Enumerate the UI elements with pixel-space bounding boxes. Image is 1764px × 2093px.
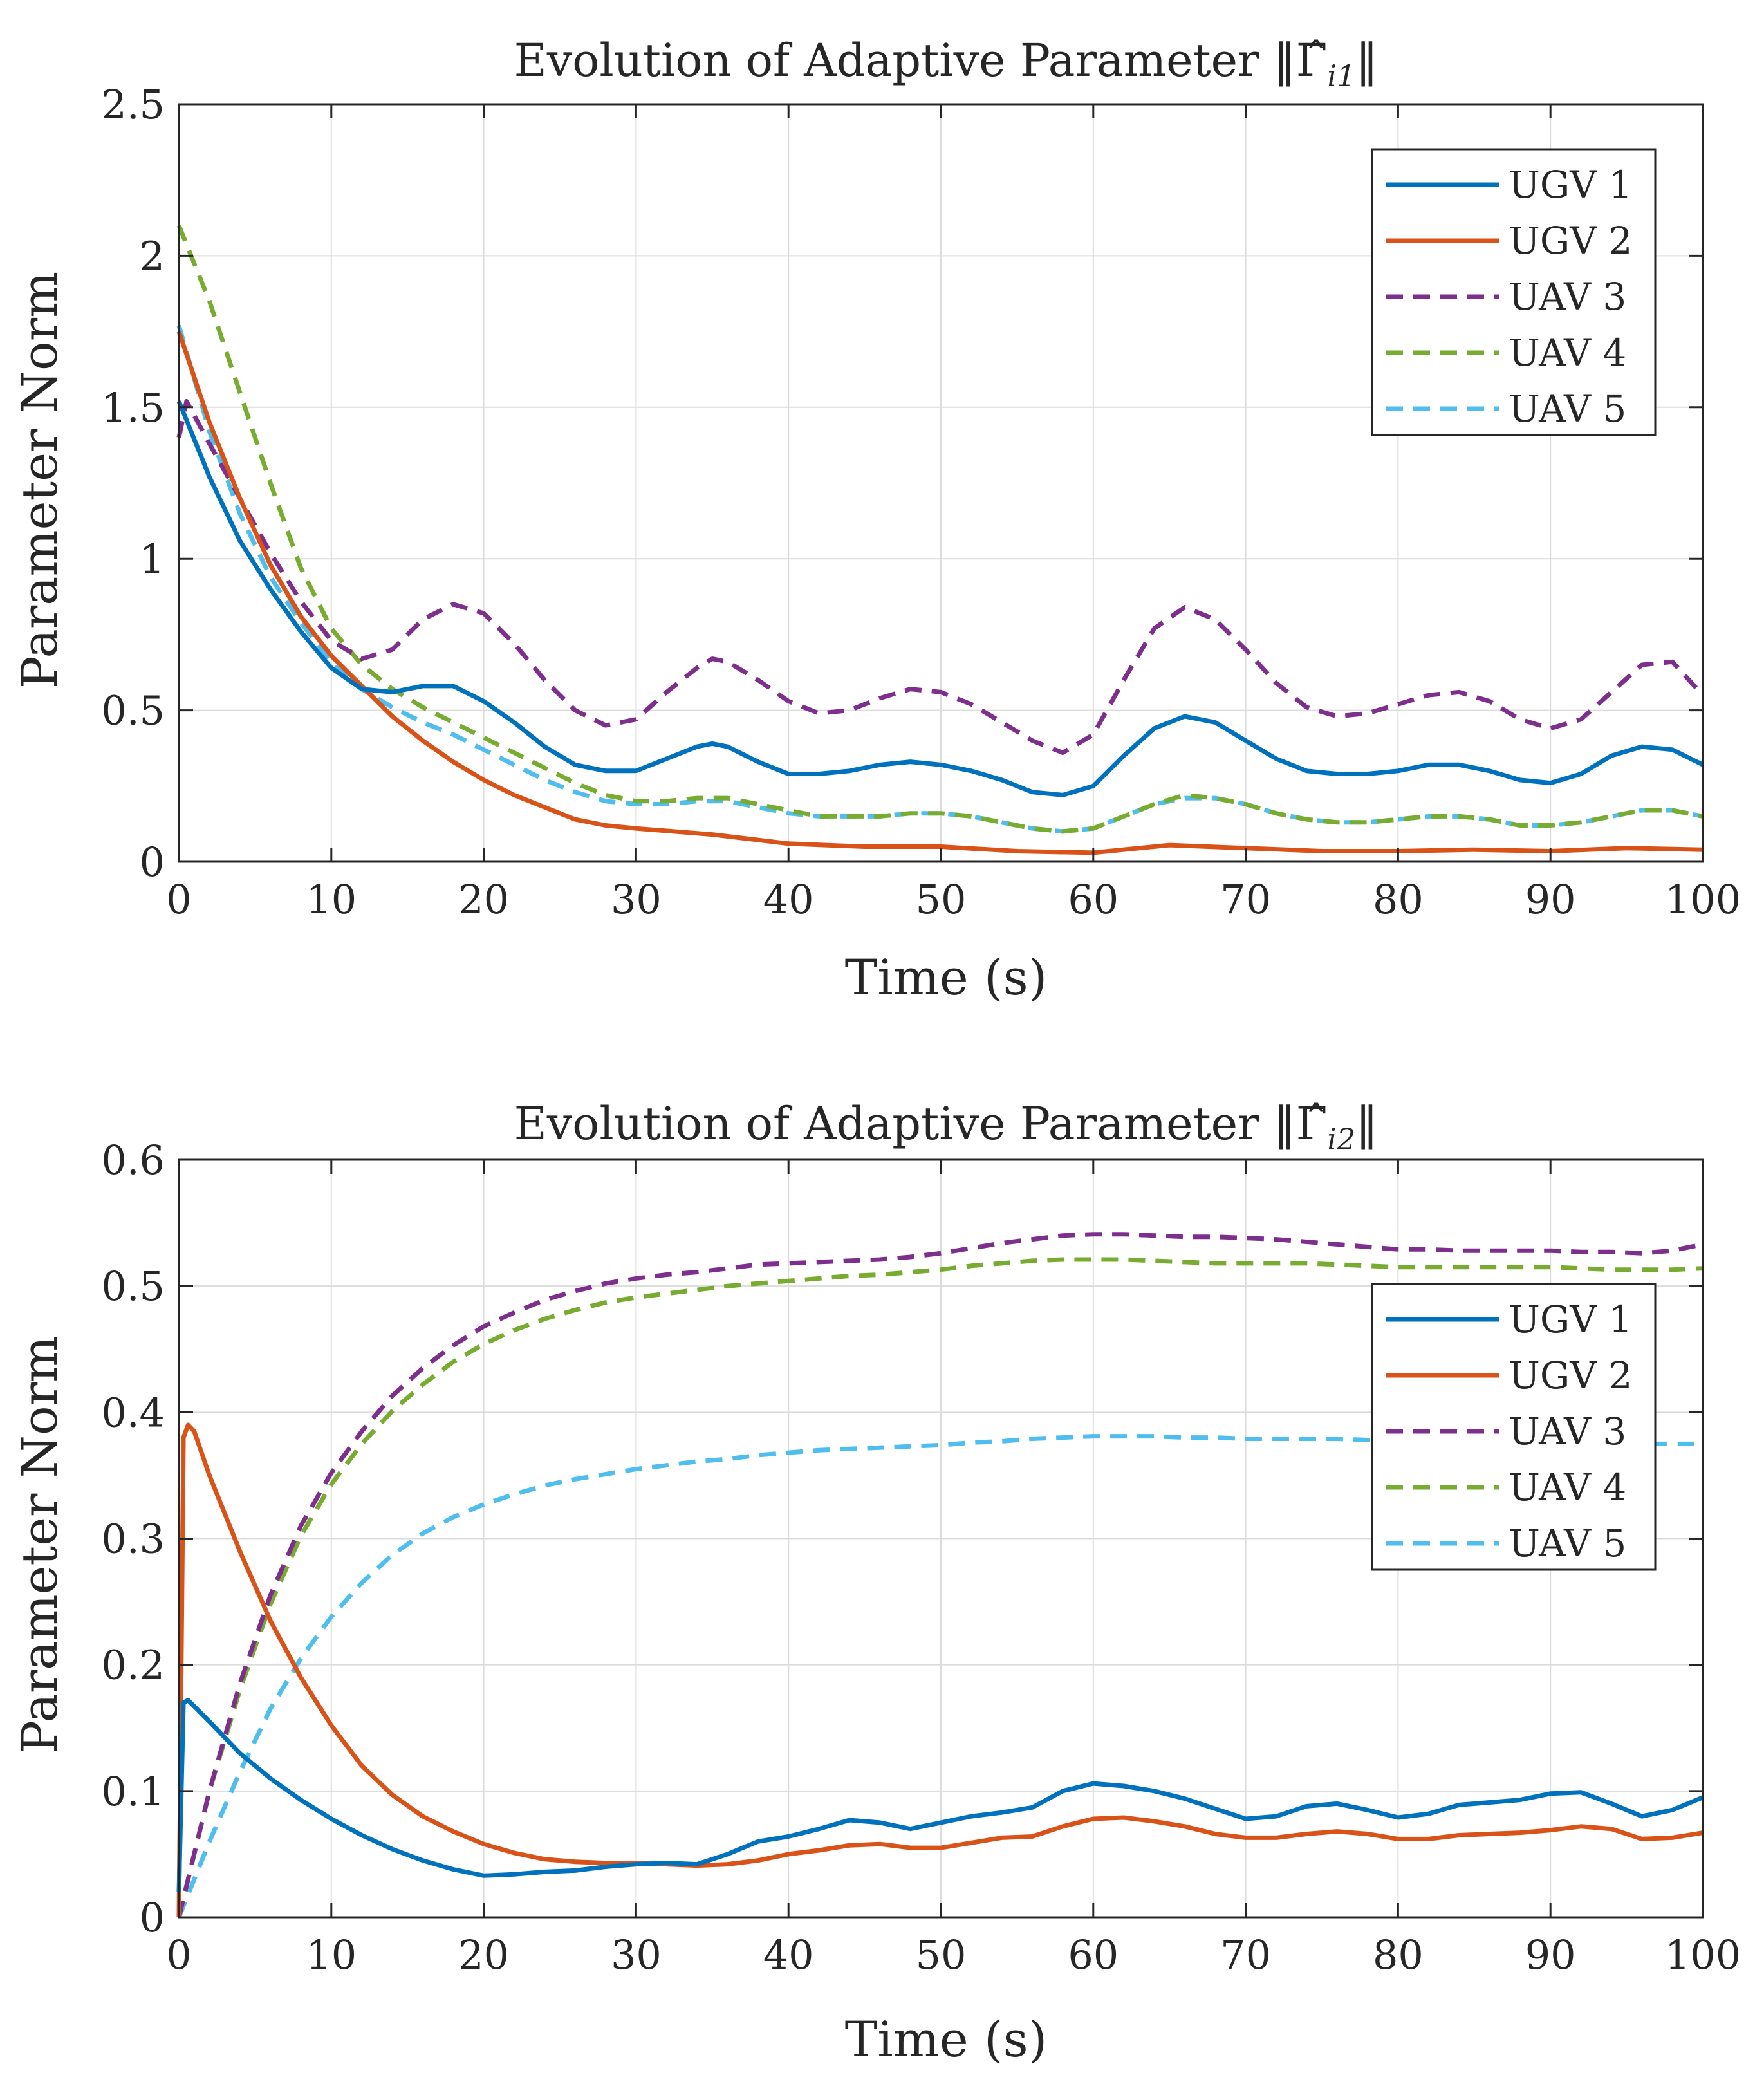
x-tick-label: 40 <box>763 876 814 923</box>
x-tick-label: 10 <box>306 1931 357 1978</box>
x-tick-label: 80 <box>1373 1931 1424 1978</box>
legend-label: UAV 4 <box>1509 331 1626 375</box>
legend-label: UAV 3 <box>1509 1409 1626 1453</box>
y-tick-label: 1 <box>140 535 165 582</box>
legend-label: UAV 3 <box>1509 275 1626 319</box>
x-tick-label: 0 <box>166 1931 191 1978</box>
y-tick-label: 0.1 <box>101 1768 165 1815</box>
legend-label: UAV 5 <box>1509 387 1626 431</box>
x-axis-label: Time (s) <box>845 949 1048 1006</box>
x-tick-label: 30 <box>611 1931 662 1978</box>
chart-gamma-i2: Evolution of Adaptive Parameter ‖Γ̂i2‖ 0… <box>11 1097 1741 2068</box>
series-line-uav-5 <box>176 324 1704 834</box>
chart-title: Evolution of Adaptive Parameter ‖Γ̂i1‖ <box>514 34 1379 93</box>
y-tick-label: 2.5 <box>101 81 165 128</box>
y-tick-label: 0.5 <box>101 687 165 734</box>
y-tick-label: 0.5 <box>101 1263 165 1310</box>
plot-series <box>176 1232 1704 1919</box>
legend-box <box>1371 148 1657 436</box>
x-tick-label: 50 <box>916 1931 967 1978</box>
x-tick-label: 50 <box>916 876 967 923</box>
x-tick-label: 90 <box>1525 1931 1576 1978</box>
series-line-ugv-1 <box>176 1698 1704 1892</box>
y-tick-label: 0.4 <box>101 1389 165 1436</box>
legend: UGV 1 UGV 2 UAV 3 UAV 4 UAV 5 <box>1371 148 1657 436</box>
legend-label: UGV 1 <box>1509 163 1632 207</box>
x-tick-label: 90 <box>1525 876 1576 923</box>
x-tick-label: 40 <box>763 1931 814 1978</box>
legend: UGV 1 UGV 2 UAV 3 UAV 4 UAV 5 <box>1371 1283 1657 1571</box>
legend-box <box>1371 1283 1657 1571</box>
legend-label: UAV 5 <box>1509 1521 1626 1565</box>
legend-label: UGV 1 <box>1509 1298 1632 1341</box>
series-line-ugv-2 <box>176 330 1704 855</box>
x-tick-label: 60 <box>1068 876 1119 923</box>
x-tick-label: 20 <box>458 876 509 923</box>
x-tick-label: 10 <box>306 876 357 923</box>
x-tick-label: 20 <box>458 1931 509 1978</box>
legend-label: UGV 2 <box>1509 1353 1632 1397</box>
x-axis-label: Time (s) <box>845 2011 1048 2068</box>
chart-title: Evolution of Adaptive Parameter ‖Γ̂i2‖ <box>514 1097 1379 1157</box>
x-tick-label: 100 <box>1665 876 1741 923</box>
chart-gamma-i1: Evolution of Adaptive Parameter ‖Γ̂i1‖ 0… <box>11 34 1741 1006</box>
y-axis-label: Parameter Norm <box>11 1336 68 1753</box>
plot-series <box>176 224 1705 855</box>
y-tick-label: 0.3 <box>101 1516 165 1563</box>
x-tick-label: 100 <box>1665 1931 1741 1978</box>
y-tick-label: 0.2 <box>101 1642 165 1689</box>
series-line-uav-4 <box>176 1257 1704 1918</box>
x-tick-label: 80 <box>1373 876 1424 923</box>
x-tick-label: 0 <box>166 876 191 923</box>
series-line-ugv-1 <box>176 400 1704 797</box>
series-line-uav-4 <box>176 224 1704 834</box>
series-line-uav-3 <box>176 398 1705 755</box>
y-tick-label: 0 <box>140 1894 165 1941</box>
x-tick-label: 60 <box>1068 1931 1119 1978</box>
series-line-uav-3 <box>176 1232 1704 1918</box>
y-tick-label: 0 <box>140 839 165 886</box>
x-tick-label: 30 <box>611 876 662 923</box>
tick-marks: 0 10 20 30 40 50 60 70 80 90 100 0 0.5 1 1.5 2 2.5 <box>101 81 1741 923</box>
y-tick-label: 2 <box>140 232 165 279</box>
y-tick-label: 1.5 <box>101 384 165 431</box>
x-tick-label: 70 <box>1220 1931 1271 1978</box>
series-line-ugv-2 <box>176 1422 1704 1918</box>
legend-label: UAV 4 <box>1509 1465 1626 1509</box>
y-axis-label: Parameter Norm <box>11 272 68 689</box>
legend-label: UGV 2 <box>1509 219 1632 263</box>
y-tick-label: 0.6 <box>101 1137 165 1184</box>
tick-marks: 0 10 20 30 40 50 60 70 80 90 100 0 0.1 0.2 0.3 0.4 0.5 0.… <box>101 1137 1741 1978</box>
x-tick-label: 70 <box>1220 876 1271 923</box>
